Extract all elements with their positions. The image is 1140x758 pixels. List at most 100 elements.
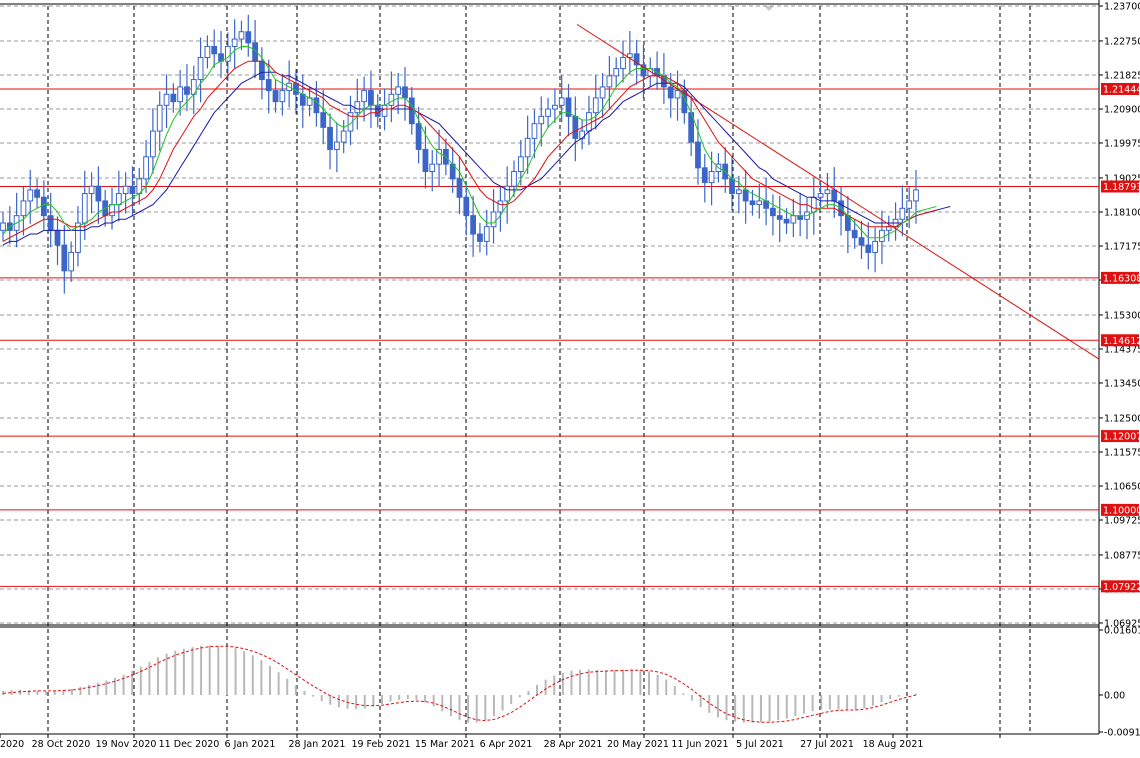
candle-body	[0, 222, 6, 231]
level-label: 1.21444	[1103, 84, 1140, 95]
candle-body	[368, 90, 374, 106]
candle-body	[729, 178, 735, 195]
time-tick-label: 5 Jul 2021	[736, 739, 784, 750]
candle-body	[115, 193, 122, 206]
price-tick-label: 1.14375	[1104, 344, 1140, 355]
candle-body	[504, 185, 511, 202]
candle-body	[470, 215, 477, 235]
level-label: 1.14612	[1103, 336, 1140, 347]
price-tick-label: 1.15300	[1104, 310, 1140, 321]
candle-body	[170, 93, 177, 103]
candle-body	[558, 97, 565, 106]
candle-body	[224, 45, 231, 62]
candle-body	[511, 171, 517, 187]
candle-body	[599, 86, 606, 99]
candle-body	[552, 104, 558, 110]
candle-body	[640, 64, 647, 77]
candle-body	[776, 215, 783, 220]
candle-body	[770, 207, 776, 217]
level-label-background	[1101, 580, 1139, 593]
price-tick-label: 1.11575	[1104, 447, 1140, 458]
level-label-background	[1101, 430, 1139, 443]
candle-body	[238, 31, 245, 40]
candle-body	[122, 185, 129, 195]
candle-body	[531, 123, 538, 139]
candle-body	[565, 97, 572, 117]
candle-body	[381, 104, 388, 117]
moving-average-slow-line	[2, 71, 951, 246]
candle-body	[374, 104, 381, 117]
time-tick-label: 19 Feb 2021	[351, 739, 410, 750]
candle-body	[708, 171, 715, 184]
candle-body	[197, 56, 204, 81]
candle-body	[626, 53, 633, 58]
candle-body	[851, 229, 858, 239]
candle-body	[211, 45, 218, 55]
level-label: 1.16308	[1103, 273, 1140, 284]
level-label-background	[1101, 503, 1139, 516]
candle-body	[54, 229, 61, 246]
price-tick-label: 1.21825	[1104, 70, 1140, 81]
candle-body	[872, 240, 879, 253]
candle-body	[436, 148, 442, 165]
candle-body	[402, 86, 408, 99]
candle-body	[735, 189, 742, 195]
candle-body	[572, 115, 579, 139]
level-label: 1.12007	[1103, 432, 1140, 443]
time-tick-label: 28 Apr 2021	[544, 739, 603, 750]
candle-body	[313, 97, 320, 114]
candle-body	[415, 123, 422, 150]
time-tick-label: 28 Oct 2020	[32, 739, 91, 750]
candle-body	[34, 189, 40, 198]
osc-tick-label: -0.00911	[1104, 728, 1140, 739]
candle-body	[463, 196, 470, 217]
candle-body	[429, 163, 436, 173]
candle-body	[388, 93, 395, 106]
candle-body	[40, 196, 47, 217]
candle-body	[490, 211, 497, 228]
price-tick-label: 1.19975	[1104, 139, 1140, 150]
candle-body	[47, 215, 54, 231]
candle-body	[633, 53, 640, 66]
candle-body	[483, 226, 490, 242]
candle-body	[293, 82, 299, 95]
candle-body	[783, 218, 790, 224]
candle-body	[701, 167, 708, 184]
candle-body	[395, 86, 402, 95]
candle-body	[265, 79, 272, 92]
candle-body	[259, 60, 265, 81]
time-tick-label: 11 Jun 2021	[671, 739, 728, 750]
moving-average-mid-line	[2, 60, 937, 242]
level-label-background	[1101, 180, 1139, 193]
candle-body	[538, 115, 545, 125]
price-tick-label: 1.22750	[1104, 36, 1140, 47]
price-tick-label: 1.18100	[1104, 207, 1140, 218]
price-tick-label: 1.20900	[1104, 104, 1140, 115]
candle-body	[790, 215, 797, 224]
candle-body	[797, 215, 804, 220]
candle-body	[231, 38, 238, 47]
time-tick-label: 19 Nov 2020	[96, 739, 157, 750]
price-tick-label: 1.06925	[1104, 619, 1140, 630]
candle-body	[129, 185, 136, 195]
price-tick-label: 1.09725	[1104, 516, 1140, 527]
candle-body	[408, 97, 415, 125]
price-tick-label: 1.12500	[1104, 413, 1140, 424]
candle-body	[156, 104, 163, 132]
candle-body	[75, 222, 81, 253]
candle-body	[517, 156, 524, 173]
time-tick-label: 18 Aug 2021	[863, 739, 924, 750]
candle-body	[95, 185, 102, 202]
candle-body	[586, 112, 592, 132]
time-tick-label: 2020	[0, 739, 24, 750]
candle-body	[497, 200, 504, 213]
candle-body	[204, 45, 211, 58]
candle-body	[817, 193, 824, 198]
price-tick-label: 1.13450	[1104, 379, 1140, 390]
trendline	[576, 23, 1100, 360]
candle-body	[163, 93, 170, 106]
candle-body	[756, 200, 763, 206]
price-tick-label: 1.23700	[1104, 2, 1140, 13]
